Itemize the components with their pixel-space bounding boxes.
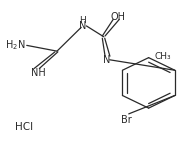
Text: H: H xyxy=(80,16,86,25)
Text: OH: OH xyxy=(110,11,125,21)
Text: H$_2$N: H$_2$N xyxy=(5,39,25,52)
Text: N: N xyxy=(79,21,87,31)
Text: CH₃: CH₃ xyxy=(155,52,171,61)
Text: HCl: HCl xyxy=(15,122,33,132)
Text: NH: NH xyxy=(31,68,45,78)
Text: N: N xyxy=(103,55,111,65)
Text: Br: Br xyxy=(121,115,132,125)
